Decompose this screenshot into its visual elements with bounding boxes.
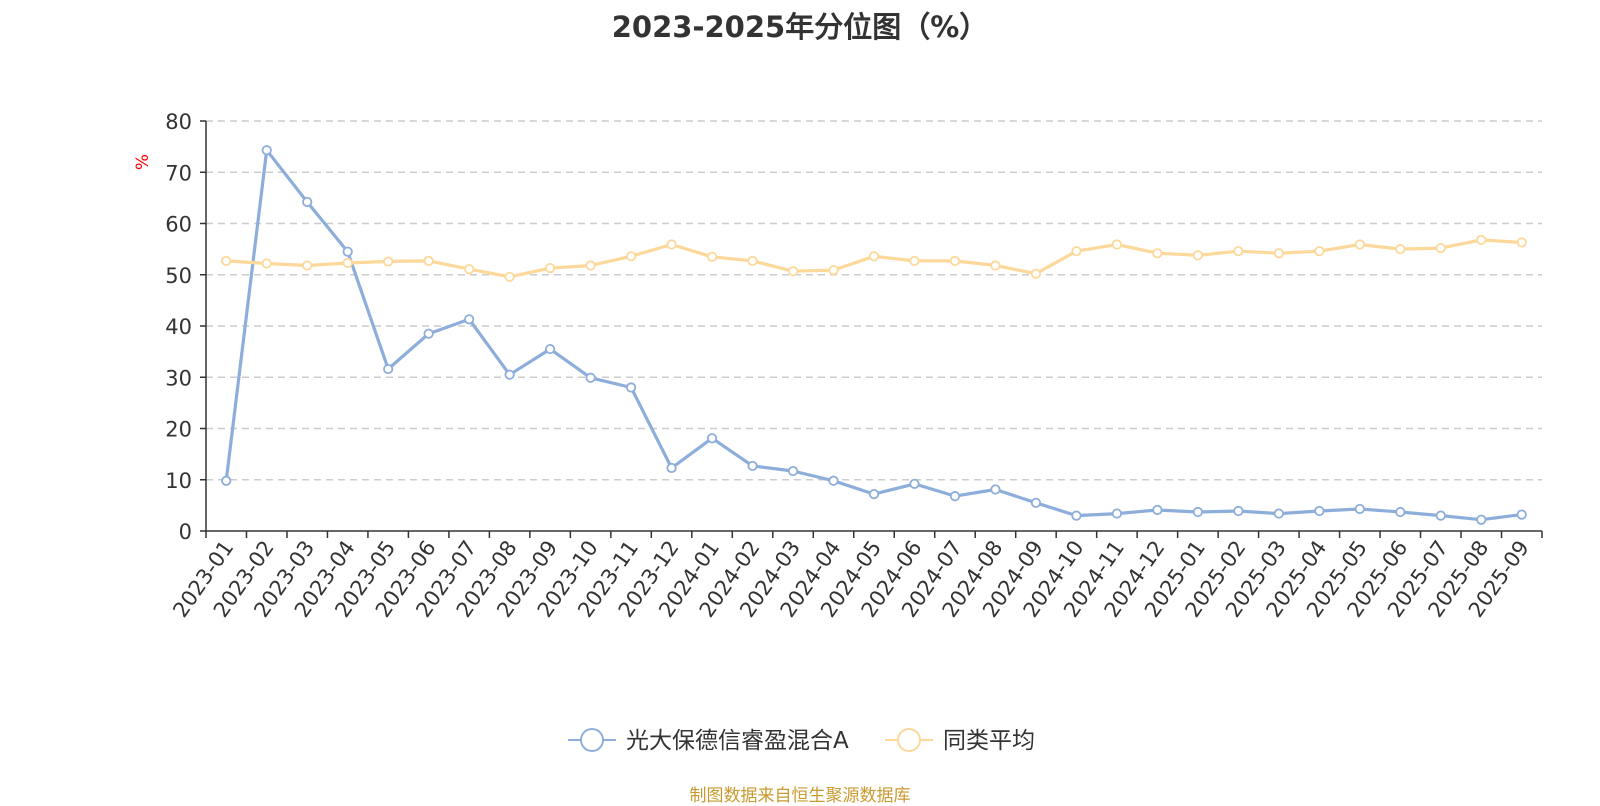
data-point[interactable] xyxy=(464,314,475,325)
data-point[interactable] xyxy=(1071,510,1082,521)
data-point[interactable] xyxy=(1071,246,1082,257)
data-point[interactable] xyxy=(1030,497,1042,508)
data-point[interactable] xyxy=(1476,514,1487,525)
data-point[interactable] xyxy=(383,363,394,375)
data-point[interactable] xyxy=(747,255,758,267)
data-point[interactable] xyxy=(1233,246,1244,257)
data-point[interactable] xyxy=(221,475,232,486)
data-point[interactable] xyxy=(787,465,799,477)
data-point[interactable] xyxy=(545,343,556,355)
data-point[interactable] xyxy=(342,246,353,257)
y-tick-label: 10 xyxy=(165,469,192,493)
legend-marker xyxy=(897,728,921,752)
y-tick-label: 50 xyxy=(165,264,192,288)
data-point[interactable] xyxy=(1476,234,1487,245)
data-point[interactable] xyxy=(625,382,637,393)
data-point[interactable] xyxy=(1192,250,1203,261)
axes: 01020304050607080%2023-012023-022023-032… xyxy=(133,110,1543,622)
data-point[interactable] xyxy=(868,488,880,500)
data-point[interactable] xyxy=(342,257,353,269)
y-tick-label: 40 xyxy=(165,315,192,339)
data-point[interactable] xyxy=(1273,508,1284,519)
data-point[interactable] xyxy=(868,251,880,262)
legend-item-2[interactable]: 同类平均 xyxy=(885,728,1035,754)
data-point[interactable] xyxy=(1273,248,1284,259)
data-point[interactable] xyxy=(464,264,475,275)
data-point[interactable] xyxy=(423,255,434,267)
data-point[interactable] xyxy=(221,255,232,267)
y-tick-label: 80 xyxy=(165,110,192,134)
data-point[interactable] xyxy=(302,196,313,208)
data-point[interactable] xyxy=(706,433,718,444)
y-tick-label: 0 xyxy=(179,520,192,544)
data-point[interactable] xyxy=(423,328,434,339)
data-point[interactable] xyxy=(1395,506,1406,518)
data-point[interactable] xyxy=(1192,506,1203,518)
data-point[interactable] xyxy=(949,255,961,267)
data-point[interactable] xyxy=(1152,504,1163,516)
data-point[interactable] xyxy=(666,239,677,250)
data-point[interactable] xyxy=(1435,243,1446,254)
data-point[interactable] xyxy=(787,266,799,277)
chart-title: 2023-2025年分位图（%） xyxy=(611,10,989,44)
legend[interactable]: 光大保德信睿盈混合A 同类平均 xyxy=(568,728,1035,754)
y-axis-unit-label: % xyxy=(133,154,153,170)
y-tick-label: 30 xyxy=(165,366,192,390)
data-point[interactable] xyxy=(383,256,394,267)
data-point[interactable] xyxy=(1314,246,1325,257)
gridlines xyxy=(206,120,1542,481)
data-point[interactable] xyxy=(1030,268,1042,279)
data-point[interactable] xyxy=(545,262,556,274)
source-note: 制图数据来自恒生聚源数据库 xyxy=(689,786,911,806)
data-point[interactable] xyxy=(1314,505,1325,517)
data-point[interactable] xyxy=(1111,239,1123,250)
data-point[interactable] xyxy=(1111,508,1123,519)
data-point[interactable] xyxy=(909,478,920,489)
series-layer xyxy=(221,145,1527,525)
data-point[interactable] xyxy=(1354,503,1365,515)
data-point[interactable] xyxy=(990,484,1001,495)
legend-label: 同类平均 xyxy=(943,728,1035,754)
legend-item-1[interactable]: 光大保德信睿盈混合A xyxy=(568,728,849,754)
data-point[interactable] xyxy=(1516,237,1527,248)
data-point[interactable] xyxy=(585,372,596,383)
data-point[interactable] xyxy=(747,460,758,472)
data-point[interactable] xyxy=(666,462,677,474)
data-point[interactable] xyxy=(1354,239,1365,250)
data-point[interactable] xyxy=(1435,510,1446,521)
series-line-1 xyxy=(224,148,1522,522)
data-point[interactable] xyxy=(990,260,1001,271)
data-point[interactable] xyxy=(504,369,515,380)
data-point[interactable] xyxy=(261,145,272,156)
data-point[interactable] xyxy=(706,251,718,262)
data-point[interactable] xyxy=(1233,505,1244,517)
legend-marker xyxy=(580,728,604,752)
data-point[interactable] xyxy=(1152,248,1163,259)
data-point[interactable] xyxy=(949,491,961,502)
data-point[interactable] xyxy=(585,260,596,271)
y-tick-label: 70 xyxy=(165,161,192,185)
data-point[interactable] xyxy=(1395,244,1406,255)
legend-label: 光大保德信睿盈混合A xyxy=(626,728,849,754)
y-tick-label: 60 xyxy=(165,213,192,237)
data-point[interactable] xyxy=(261,258,272,269)
data-point[interactable] xyxy=(828,475,839,486)
data-point[interactable] xyxy=(302,260,313,271)
y-tick-label: 20 xyxy=(165,418,192,442)
data-point[interactable] xyxy=(625,251,637,262)
data-point[interactable] xyxy=(828,265,839,276)
data-point[interactable] xyxy=(909,255,920,267)
data-point[interactable] xyxy=(504,271,515,282)
data-point[interactable] xyxy=(1516,509,1527,520)
